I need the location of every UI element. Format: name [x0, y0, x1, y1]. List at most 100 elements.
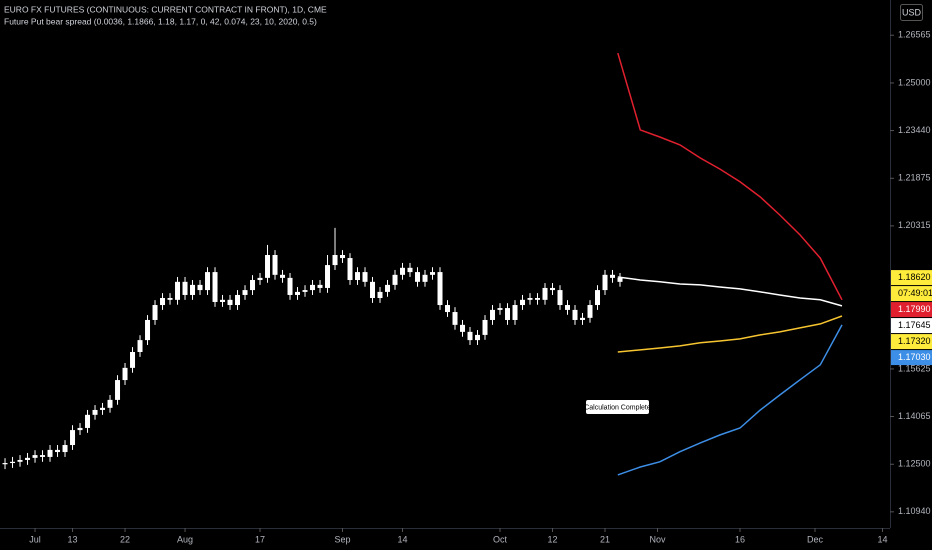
- x-tick-label: Nov: [649, 534, 666, 544]
- candle-body: [445, 305, 451, 313]
- candle-body: [602, 274, 608, 291]
- candle-body: [490, 309, 496, 320]
- candle-body: [460, 324, 466, 332]
- candle-body: [422, 274, 428, 282]
- x-tick-label: 22: [120, 534, 130, 544]
- candle-body: [197, 284, 203, 291]
- candle-body: [370, 281, 376, 299]
- y-tick-label: 1.25000: [898, 77, 931, 87]
- candle-body: [17, 459, 23, 462]
- candle-body: [527, 298, 533, 300]
- x-tick-label: Dec: [807, 534, 824, 544]
- currency-label[interactable]: USD: [902, 7, 922, 17]
- candle-body: [190, 284, 196, 295]
- candle-body: [242, 290, 248, 295]
- candle-body: [40, 455, 46, 457]
- candle-body: [152, 305, 158, 320]
- indicator-title: Future Put bear spread (0.0036, 1.1866, …: [4, 16, 317, 26]
- y-tick-label: 1.15625: [898, 363, 931, 373]
- price-label: 1.17645: [898, 320, 931, 330]
- candle-body: [415, 272, 421, 282]
- candle-body: [610, 274, 616, 278]
- candle-body: [542, 287, 548, 300]
- chart-title: EURO FX FUTURES (CONTINUOUS: CURRENT CON…: [4, 4, 327, 14]
- candle-body: [317, 284, 323, 288]
- annotation-text: Calculation Complete: [584, 404, 651, 411]
- candle-body: [482, 319, 488, 335]
- x-tick-label: 21: [600, 534, 610, 544]
- candle-body: [505, 308, 511, 320]
- projection-line: [617, 276, 843, 307]
- currency-button[interactable]: [900, 4, 923, 21]
- x-tick-label: 12: [548, 534, 558, 544]
- candle-body: [10, 461, 16, 464]
- candle-body: [250, 280, 256, 291]
- y-tick-label: 1.12500: [898, 459, 931, 469]
- candle-body: [520, 299, 526, 306]
- candle-body: [407, 267, 413, 273]
- candle-body: [302, 290, 308, 292]
- y-tick-label: 1.26565: [898, 30, 931, 40]
- candle-body: [167, 298, 173, 300]
- candle-body: [145, 319, 151, 341]
- candle-body: [347, 258, 353, 281]
- projection-line: [617, 315, 843, 353]
- candle-body: [122, 367, 128, 381]
- candle-body: [227, 299, 233, 306]
- candle-body: [580, 317, 586, 320]
- candle-body: [265, 255, 271, 278]
- candle-body: [362, 272, 368, 282]
- x-tick-label: Jul: [29, 534, 41, 544]
- candle-body: [325, 265, 331, 288]
- candle-body: [475, 334, 481, 341]
- candle-body: [430, 272, 436, 275]
- y-tick-label: 1.23440: [898, 125, 931, 135]
- candle-body: [295, 291, 301, 295]
- price-label: 1.17030: [898, 352, 931, 362]
- candle-body: [137, 340, 143, 352]
- candle-body: [385, 284, 391, 292]
- candle-body: [437, 272, 443, 306]
- candle-body: [392, 274, 398, 285]
- candle-body: [220, 299, 226, 302]
- y-tick-label: 1.20315: [898, 220, 931, 230]
- price-label-box: [891, 302, 932, 318]
- candle-body: [182, 281, 188, 295]
- annotation-box: [586, 400, 649, 414]
- y-tick-label: 1.14065: [898, 411, 931, 421]
- candle-body: [47, 449, 53, 457]
- candle-body: [355, 272, 361, 281]
- candle-body: [100, 407, 106, 410]
- candle-body: [32, 455, 38, 458]
- x-tick-label: Oct: [493, 534, 508, 544]
- candle-body: [452, 312, 458, 325]
- candle-body: [115, 380, 121, 400]
- candle-body: [332, 255, 338, 266]
- x-tick-label: 14: [877, 534, 887, 544]
- x-tick-label: 16: [735, 534, 745, 544]
- candle-body: [287, 277, 293, 295]
- candle-body: [400, 267, 406, 275]
- candle-body: [272, 255, 278, 275]
- candle-body: [175, 281, 181, 300]
- price-label: 1.17320: [898, 336, 931, 346]
- candle-body: [572, 309, 578, 320]
- candle-body: [587, 305, 593, 318]
- y-tick-label: 1.10940: [898, 506, 931, 516]
- candle-body: [77, 427, 83, 431]
- price-label-box: [891, 318, 932, 334]
- candle-body: [557, 290, 563, 306]
- candle-body: [62, 445, 68, 453]
- x-tick-label: 17: [255, 534, 265, 544]
- price-label-box: [891, 334, 932, 350]
- candle-body: [535, 298, 541, 300]
- y-tick-label: 1.21875: [898, 173, 931, 183]
- candle-body: [130, 352, 136, 368]
- price-label: 1.17990: [898, 304, 931, 314]
- candle-body: [257, 277, 263, 281]
- candle-body: [310, 284, 316, 291]
- price-label: 1.18620: [898, 272, 931, 282]
- candle-body: [107, 399, 113, 408]
